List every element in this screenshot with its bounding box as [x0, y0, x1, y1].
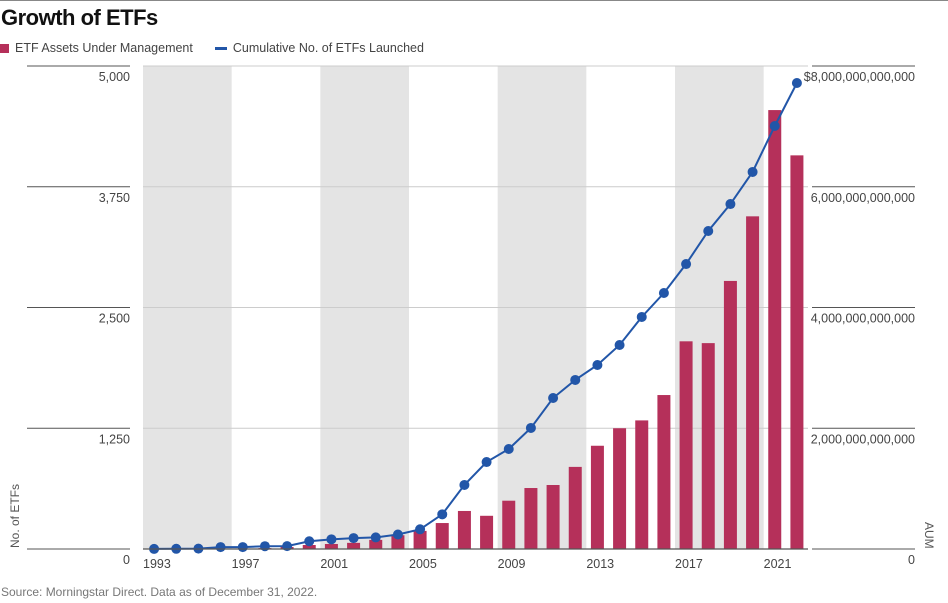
point-etfs-2002 — [348, 533, 359, 544]
bar-aum-2012 — [568, 466, 582, 549]
point-etfs-2008 — [481, 457, 492, 468]
point-etfs-2015 — [636, 311, 647, 322]
point-etfs-1998 — [259, 541, 270, 552]
point-etfs-2010 — [525, 422, 536, 433]
point-etfs-2000 — [304, 536, 315, 547]
legend-label-etfs: Cumulative No. of ETFs Launched — [232, 41, 424, 55]
y-axis-right-title: AUM — [922, 522, 936, 549]
bar-aum-2022 — [790, 155, 804, 550]
point-etfs-2017 — [681, 259, 692, 270]
bar-aum-2005 — [413, 530, 427, 549]
bar-aum-2004 — [391, 535, 405, 549]
y-left-tick-label: 3,750 — [99, 191, 130, 205]
bar-aum-2013 — [590, 445, 604, 549]
bar-aum-2016 — [657, 395, 671, 549]
bar-aum-2018 — [701, 343, 715, 549]
bar-aum-2011 — [546, 485, 560, 549]
y-right-tick-label: 0 — [908, 553, 915, 567]
point-etfs-2012 — [570, 374, 581, 385]
point-etfs-2019 — [725, 199, 736, 210]
y-left-tick-label: 5,000 — [99, 70, 130, 84]
point-etfs-2013 — [592, 359, 603, 370]
point-etfs-1997 — [237, 542, 248, 553]
point-etfs-1999 — [282, 541, 293, 552]
bar-aum-2006 — [435, 523, 449, 549]
bar-aum-2009 — [502, 500, 516, 549]
y-right-tick-label: 6,000,000,000,000 — [811, 191, 915, 205]
point-etfs-2007 — [459, 479, 470, 490]
point-etfs-2018 — [703, 225, 714, 236]
top-border — [0, 0, 948, 1]
point-etfs-1996 — [215, 542, 226, 553]
point-etfs-2016 — [658, 288, 669, 299]
bar-aum-2003 — [369, 539, 383, 549]
bar-aum-2021 — [768, 110, 782, 549]
point-etfs-2021 — [769, 120, 780, 131]
y-right-tick-label: 4,000,000,000,000 — [811, 312, 915, 326]
point-etfs-2004 — [392, 529, 403, 540]
y-left-tick-label: 1,250 — [99, 432, 130, 446]
bar-aum-2007 — [457, 510, 471, 549]
point-etfs-2014 — [614, 339, 625, 350]
bar-aum-2014 — [613, 428, 627, 549]
point-etfs-2020 — [747, 166, 758, 177]
bar-aum-2015 — [635, 420, 649, 549]
x-tick-label: 2009 — [498, 557, 526, 571]
point-etfs-2022 — [791, 78, 802, 89]
x-tick-label: 1997 — [232, 557, 260, 571]
y-left-tick-label: 2,500 — [99, 312, 130, 326]
bar-aum-2010 — [524, 488, 538, 549]
x-tick-label: 2001 — [320, 557, 348, 571]
source-note: Source: Morningstar Direct. Data as of D… — [1, 585, 318, 599]
y-axis-left-title: No. of ETFs — [8, 484, 22, 548]
legend: ETF Assets Under Management Cumulative N… — [0, 41, 424, 55]
point-etfs-2011 — [548, 393, 559, 404]
bar-aum-2017 — [679, 341, 693, 549]
x-tick-label: 1993 — [143, 557, 171, 571]
bar-aum-2001 — [324, 543, 338, 549]
point-etfs-2006 — [437, 509, 448, 520]
x-tick-label: 2005 — [409, 557, 437, 571]
bar-aum-2008 — [480, 515, 494, 549]
y-right-tick-label: 2,000,000,000,000 — [811, 432, 915, 446]
bar-aum-2002 — [347, 542, 361, 549]
legend-label-aum: ETF Assets Under Management — [15, 41, 193, 55]
point-etfs-2005 — [415, 524, 426, 535]
bar-aum-2000 — [302, 545, 316, 549]
x-tick-label: 2013 — [586, 557, 614, 571]
point-etfs-2003 — [370, 532, 381, 543]
x-tick-label: 2021 — [764, 557, 792, 571]
legend-swatch-etfs — [214, 46, 227, 50]
point-etfs-2001 — [326, 534, 337, 545]
x-tick-label: 2017 — [675, 557, 703, 571]
y-right-tick-label: $8,000,000,000,000 — [804, 70, 915, 84]
legend-swatch-aum — [0, 43, 9, 53]
bar-aum-2020 — [746, 216, 760, 550]
chart-title: Growth of ETFs — [1, 5, 158, 30]
bar-aum-2019 — [723, 280, 737, 549]
point-etfs-2009 — [503, 444, 514, 455]
y-left-tick-label: 0 — [123, 553, 130, 567]
